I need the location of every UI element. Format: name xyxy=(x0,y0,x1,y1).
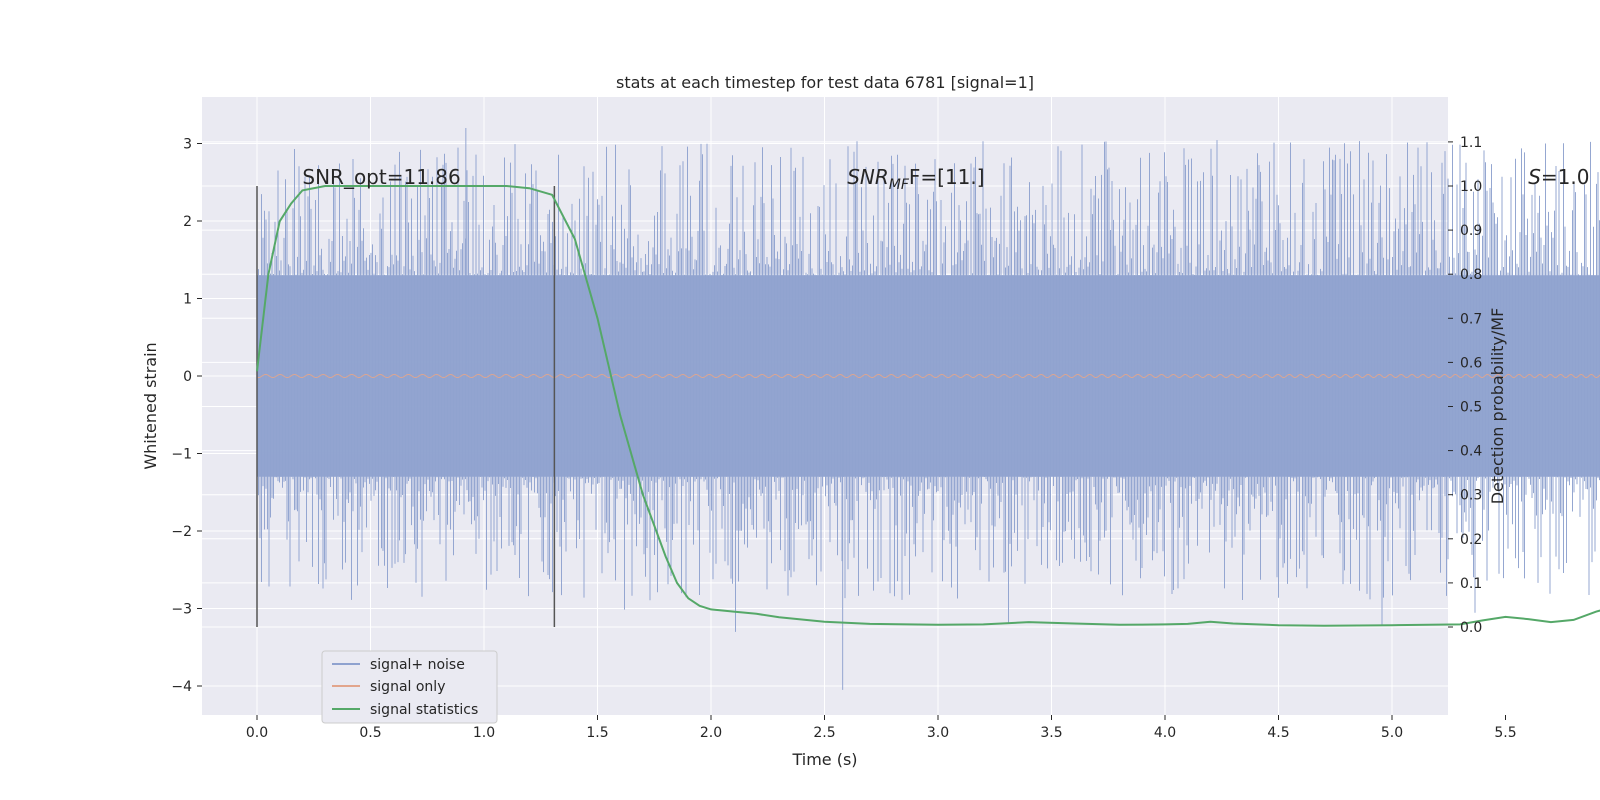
y-tick-label-4: 0 xyxy=(183,369,192,385)
x-tick-label-11: 5.5 xyxy=(1494,725,1516,741)
y-axis-ticks: −4 −3 −2 −1 0 1 2 3 xyxy=(171,137,202,695)
y2-tick-label-0: 0.0 xyxy=(1460,620,1482,636)
y-tick-label-0: −4 xyxy=(171,679,192,695)
y2-tick-label-8: 0.8 xyxy=(1460,267,1482,283)
y-tick-label-3: −1 xyxy=(171,447,192,463)
y2-axis-label: Detection probability/MF xyxy=(1488,308,1507,505)
x-tick-label-7: 3.5 xyxy=(1040,725,1062,741)
x-tick-label-0: 0.0 xyxy=(246,725,268,741)
y2-tick-label-4: 0.4 xyxy=(1460,444,1482,460)
signal-only-line xyxy=(256,373,1600,379)
x-tick-label-9: 4.5 xyxy=(1267,725,1289,741)
y2-tick-label-2: 0.2 xyxy=(1460,532,1482,548)
x-tick-label-1: 0.5 xyxy=(359,725,381,741)
y-tick-label-2: −2 xyxy=(171,524,192,540)
y2-tick-label-9: 0.9 xyxy=(1460,223,1482,239)
y-tick-label-7: 3 xyxy=(183,137,192,153)
y2-axis-ticks: 0.0 0.1 0.2 0.3 0.4 0.5 0.6 0.7 0.8 0.9 1.0 1.1 xyxy=(1448,135,1482,636)
y-tick-label-1: −3 xyxy=(171,602,192,618)
chart-title: stats at each timestep for test data 678… xyxy=(616,73,1034,92)
x-tick-label-5: 2.5 xyxy=(813,725,835,741)
x-axis-label: Time (s) xyxy=(791,750,857,769)
x-tick-label-6: 3.0 xyxy=(927,725,949,741)
y-tick-label-5: 1 xyxy=(183,292,192,308)
legend: signal+ noise signal only signal statist… xyxy=(321,650,498,724)
signal-statistics-line xyxy=(256,185,1600,627)
x-tick-label-8: 4.0 xyxy=(1154,725,1176,741)
legend-box xyxy=(321,650,498,724)
x-axis-ticks: 0.00.51.01.52.02.53.03.54.04.55.05.56.06… xyxy=(246,715,1517,741)
x-tick-label-10: 5.0 xyxy=(1381,725,1403,741)
y2-tick-label-11: 1.1 xyxy=(1460,135,1482,151)
y2-tick-label-3: 0.3 xyxy=(1460,488,1482,504)
legend-label-signal-only: signal only xyxy=(370,679,445,695)
y2-tick-label-5: 0.5 xyxy=(1460,400,1482,416)
legend-label-signal-plus-noise: signal+ noise xyxy=(370,657,465,673)
x-tick-label-4: 2.0 xyxy=(700,725,722,741)
annotation-1: SNRMFF=[11.] xyxy=(847,165,984,193)
y-tick-label-6: 2 xyxy=(183,214,192,230)
y2-tick-label-1: 0.1 xyxy=(1460,576,1482,592)
y2-tick-label-7: 0.7 xyxy=(1460,311,1482,327)
series-signal-only xyxy=(256,373,1600,379)
series-signal-statistics xyxy=(256,185,1600,627)
vertical-markers xyxy=(256,186,556,627)
y2-tick-label-6: 0.6 xyxy=(1460,355,1482,371)
y2-tick-label-10: 1.0 xyxy=(1460,179,1482,195)
legend-label-signal-statistics: signal statistics xyxy=(370,702,478,718)
y-axis-label: Whitened strain xyxy=(141,342,160,469)
annotation-0: SNR_opt=11.86 xyxy=(302,165,460,189)
annotation-2: S=1.0 xyxy=(1528,165,1589,189)
x-tick-label-3: 1.5 xyxy=(586,725,608,741)
x-tick-label-2: 1.0 xyxy=(473,725,495,741)
